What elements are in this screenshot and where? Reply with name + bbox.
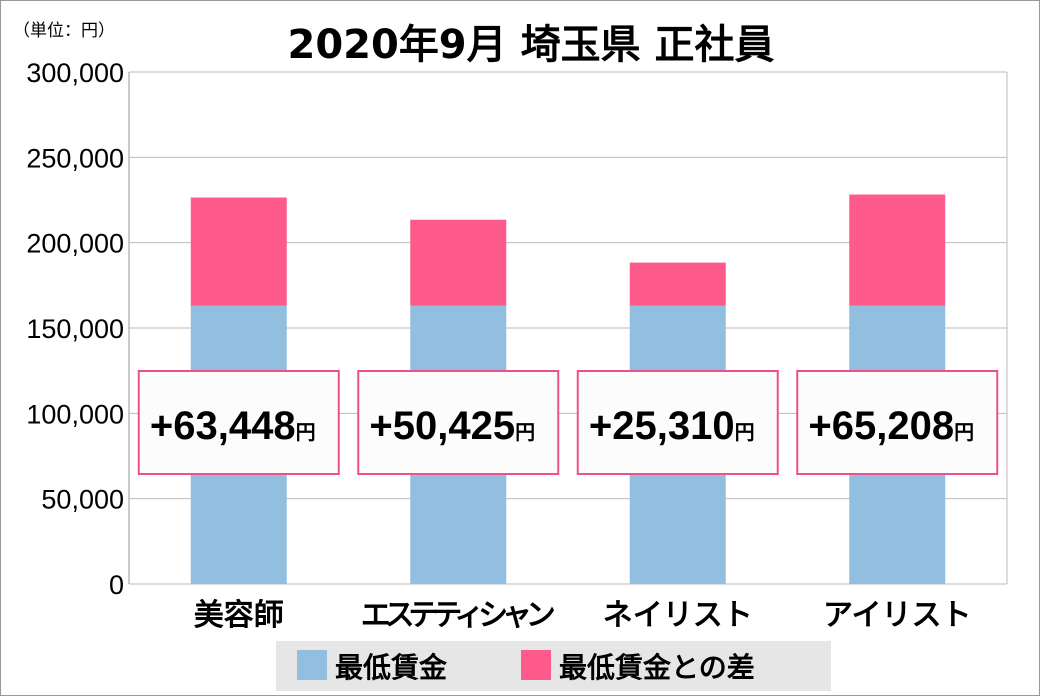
y-tick-label: 150,000 xyxy=(26,314,124,344)
y-tick-label: 0 xyxy=(109,570,124,600)
x-tick-label: 美容師 xyxy=(194,598,284,633)
data-label-unit: 円 xyxy=(296,422,316,444)
data-label: +50,425円 xyxy=(369,404,535,448)
legend-item-minimum-wage: 最低賃金 xyxy=(335,651,448,684)
legend-item-difference: 最低賃金との差 xyxy=(559,651,755,684)
data-label-box xyxy=(137,370,340,475)
bar-difference xyxy=(849,194,946,306)
data-label: +25,310円 xyxy=(589,404,755,448)
y-tick-label: 100,000 xyxy=(26,399,124,429)
data-label-box xyxy=(576,370,779,475)
x-tick-label: エステティシャン xyxy=(361,598,556,633)
data-label-unit: 円 xyxy=(735,422,755,444)
x-tick-label: アイリスト xyxy=(823,598,972,633)
data-label-unit: 円 xyxy=(954,422,974,444)
y-tick-label: 50,000 xyxy=(41,485,124,515)
data-label-box xyxy=(796,370,999,475)
y-tick-label: 200,000 xyxy=(26,229,124,259)
legend-swatch xyxy=(297,650,327,680)
data-label-unit: 円 xyxy=(515,422,535,444)
y-tick-label: 300,000 xyxy=(26,58,124,88)
unit-label: （単位：円） xyxy=(13,21,115,41)
data-label-box xyxy=(357,370,560,475)
data-label: +63,448円 xyxy=(150,404,316,448)
bar-difference xyxy=(190,197,287,306)
legend-swatch xyxy=(521,650,551,680)
bar-difference xyxy=(629,262,726,306)
bar-difference xyxy=(410,219,507,306)
chart-title: 2020年9月 埼玉県 正社員 xyxy=(287,22,774,68)
legend-background xyxy=(276,641,831,691)
y-tick-label: 250,000 xyxy=(26,143,124,173)
x-tick-label: ネイリスト xyxy=(603,598,753,633)
data-label: +65,208円 xyxy=(808,404,974,448)
